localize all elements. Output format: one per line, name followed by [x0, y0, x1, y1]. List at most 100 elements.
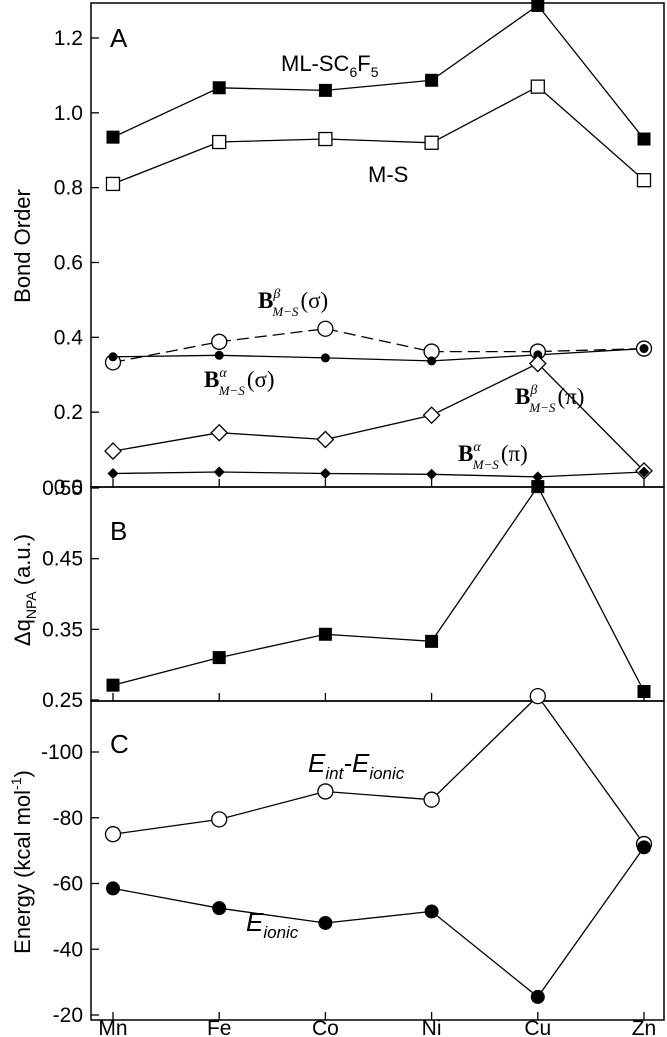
panel-a-series-1-point	[212, 134, 227, 150]
ann-ml-main: ML-SC	[281, 51, 350, 76]
x-tick-label: Cu	[524, 1017, 551, 1037]
panel-a-series-5-point	[532, 471, 544, 483]
annotation-eint-eionic: Eint-Eionic	[308, 748, 405, 783]
panel-a-series-4-point	[210, 423, 229, 442]
annotation-m-s: M-S	[368, 162, 408, 187]
annotation-b-beta-sigma: Bβ M−S(σ)	[258, 287, 328, 319]
series-markers	[104, 0, 653, 1004]
panel-c-series-0-point	[423, 791, 440, 808]
panel-c-series-1-point	[318, 915, 333, 930]
ann4-pi: (π)	[501, 441, 528, 466]
panel-a-series-5-point	[426, 468, 438, 480]
panel-a-series-4-point	[528, 354, 547, 373]
x-tick-label: Mn	[98, 1017, 127, 1037]
panel-c-ytick-label: -40	[53, 938, 83, 961]
panel-a-series-5-point	[638, 466, 650, 478]
panel-a-series-5-point	[213, 466, 225, 478]
ann4-sub: M−S	[472, 457, 500, 472]
panel-label-c: C	[110, 729, 129, 759]
panel-c-series-1-point	[637, 840, 651, 855]
panel-c-series-0-point	[317, 783, 334, 800]
ann1-sub: M−S	[271, 304, 299, 319]
ann3-sub: M−S	[528, 400, 556, 415]
ylabel-b-delta: Δq	[10, 619, 35, 646]
series-lines	[112, 4, 645, 998]
annotation-ml-sc6f5: ML-SC6F5	[281, 51, 379, 80]
panel-a-series-3-point	[639, 344, 649, 354]
panel-a-series-3-point	[108, 352, 118, 362]
panel-c-frame	[90, 700, 665, 1021]
y-axis-label-a: Bond Order	[10, 189, 35, 303]
panel-c-series-0-point	[104, 826, 122, 843]
panel-a-series-3-line	[112, 347, 645, 362]
panel-a-ytick-label: 1.2	[54, 27, 83, 50]
panel-b-ytick-label: 0.55	[42, 477, 83, 500]
ann5-int: int	[325, 764, 344, 783]
ann-ml-sub2: 5	[371, 64, 379, 80]
panel-a-series-1-point	[530, 79, 545, 94]
panel-c-ytick-label: -20	[53, 1004, 83, 1027]
ann4-b: B	[458, 441, 473, 466]
panel-c-ytick-label: -60	[53, 873, 83, 896]
y-axis-label-c: Energy (kcal mol-1)	[8, 770, 35, 954]
ann1-b: B	[258, 288, 273, 313]
ann3-b: B	[515, 384, 530, 409]
panel-c-series-1-point	[530, 989, 545, 1004]
panel-a-series-1-line	[112, 85, 645, 185]
ann6-ionic: ionic	[263, 923, 298, 942]
panel-a-series-1-point	[424, 135, 439, 150]
ann3-beta: β	[529, 383, 537, 398]
panel-b-series-0-point	[531, 480, 545, 494]
ann5-dash: -	[343, 748, 352, 778]
annotation-b-alpha-sigma: Bα M−S(σ)	[204, 366, 275, 398]
ann5-e2: E	[352, 748, 370, 778]
panel-a-ytick-label: 1.0	[54, 102, 83, 125]
ylabel-b-unit: (a.u.)	[10, 534, 35, 591]
panel-b-series-0-line	[112, 485, 645, 692]
panel-a-ytick-label: 0.2	[54, 401, 83, 424]
panel-c-ytick-label: -100	[41, 741, 83, 764]
ann3-pi: (π)	[557, 384, 584, 409]
ann4-alpha: α	[473, 440, 481, 455]
panel-a-series-0-point	[531, 0, 545, 12]
panel-a-series-2-line	[112, 328, 645, 364]
panel-c-series-0-line	[112, 695, 645, 845]
panel-a-series-5-point	[319, 468, 331, 480]
ann2-alpha: α	[219, 366, 227, 381]
panel-a-series-2-point	[317, 320, 334, 337]
panel-a-ytick-label: 0.8	[54, 177, 83, 200]
panel-a-series-3-point	[214, 350, 224, 360]
panel-a-series-3-point	[427, 356, 437, 366]
ann2-sub: M−S	[218, 383, 246, 398]
ann2-b: B	[204, 367, 219, 392]
panel-a-series-0-point	[212, 81, 226, 95]
ann1-beta: β	[272, 287, 280, 302]
panel-b-ytick-label: 0.25	[42, 689, 83, 712]
y-axis-label-b: ΔqNPA (a.u.)	[10, 534, 39, 646]
x-tick-label: Co	[312, 1017, 339, 1037]
panel-a-series-5-point	[107, 468, 119, 480]
panel-label-a: A	[110, 23, 128, 53]
x-tick-label: Ni	[422, 1017, 442, 1037]
ylabel-c-sup: -1	[8, 777, 24, 790]
panel-a-series-4-point	[316, 430, 335, 449]
panel-b-series-0-point	[106, 678, 120, 692]
panel-b-ytick-label: 0.45	[42, 548, 83, 571]
ann5-e: E	[308, 748, 326, 778]
panel-a-series-4-point	[422, 406, 441, 425]
panel-label-b: B	[110, 516, 127, 546]
annotation-eionic: Eionic	[246, 907, 299, 942]
panel-a-ytick-label: 0.6	[54, 252, 83, 275]
panel-a-series-3-point	[320, 353, 330, 363]
panel-a-series-4-point	[104, 442, 122, 460]
ylabel-c-main: Energy (kcal mol	[10, 790, 35, 954]
panel-a-series-4-line	[112, 362, 645, 472]
panel-b-series-0-point	[637, 685, 651, 699]
x-tick-label: Fe	[207, 1017, 232, 1037]
panel-c-series-0-point	[529, 687, 546, 705]
annotation-b-alpha-pi: Bα M−S(π)	[458, 440, 528, 472]
ann6-e: E	[246, 907, 264, 937]
panel-b-series-0-point	[318, 627, 332, 641]
panel-c-series-0-point	[211, 811, 228, 828]
panel-c-series-1-point	[424, 904, 439, 919]
